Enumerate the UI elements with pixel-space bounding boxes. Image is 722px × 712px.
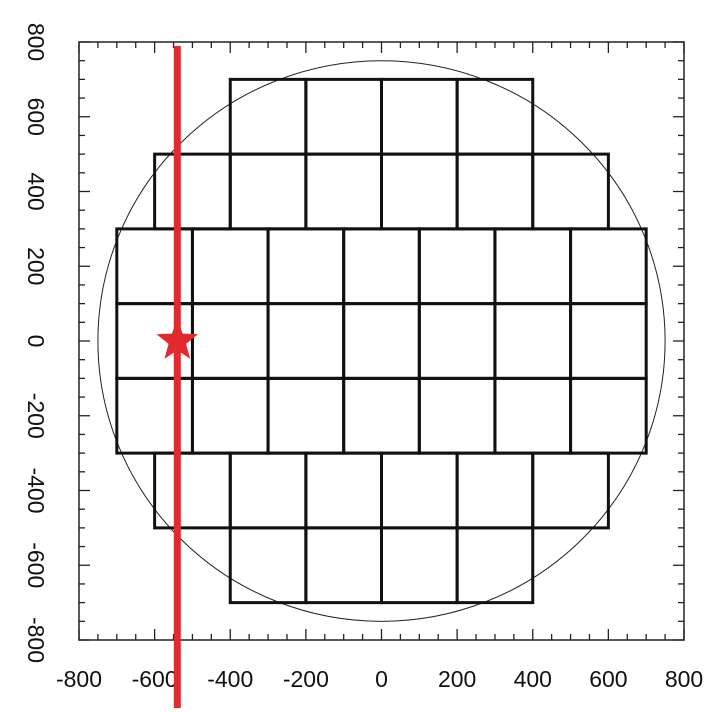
detector-cell — [569, 376, 648, 455]
detector-cell — [455, 77, 535, 156]
y-tick-label: 200 — [23, 247, 49, 285]
detector-cell — [417, 302, 497, 380]
x-tick-label: 400 — [514, 666, 552, 692]
detector-cell — [304, 152, 383, 231]
x-axis-tick-labels: -800 -600 -400 -200 0 200 400 600 800 — [56, 666, 703, 692]
detector-cell — [266, 376, 346, 455]
axis-ticks — [78, 41, 685, 641]
x-tick-label: 800 — [665, 666, 703, 692]
detector-cell — [153, 451, 232, 530]
detector-cell — [569, 227, 648, 306]
detector-cell — [115, 376, 194, 455]
x-tick-label: -400 — [207, 666, 253, 692]
y-axis-tick-labels: -800 -600 -400 -200 0 200 400 600 800 — [23, 23, 49, 663]
y-tick-label: 0 — [23, 335, 49, 348]
x-tick-label: 600 — [589, 666, 627, 692]
detector-cell — [115, 227, 194, 306]
star-marker — [156, 319, 199, 359]
x-tick-label: -600 — [132, 666, 178, 692]
field-of-view-circle — [97, 60, 666, 622]
detector-cell — [493, 302, 573, 380]
x-tick-label: -200 — [283, 666, 329, 692]
focal-plane-circle-layer — [97, 60, 666, 622]
detector-cell — [304, 451, 383, 530]
detector-cell — [380, 77, 459, 156]
detector-cell — [342, 376, 421, 455]
y-tick-label: -400 — [23, 467, 49, 513]
y-tick-label: -200 — [23, 393, 49, 439]
x-tick-label: 200 — [438, 666, 476, 692]
detector-cell — [380, 152, 459, 231]
y-tick-label: 800 — [23, 23, 49, 61]
detector-cell — [455, 451, 535, 530]
detector-cell — [455, 152, 535, 231]
detector-cell — [455, 526, 535, 605]
detector-cell — [266, 227, 346, 306]
detector-cell — [569, 302, 648, 380]
detector-cell — [228, 152, 308, 231]
x-tick-label: 0 — [375, 666, 388, 692]
detector-cell — [228, 526, 308, 605]
y-tick-label: 600 — [23, 98, 49, 136]
detector-cell — [380, 451, 459, 530]
detector-cell — [266, 302, 346, 380]
y-tick-label: -800 — [23, 617, 49, 663]
y-tick-label: -600 — [23, 542, 49, 588]
detector-cell — [531, 152, 610, 231]
detector-cell — [153, 152, 232, 231]
detector-grid — [115, 77, 648, 605]
detector-cell — [190, 227, 270, 306]
y-tick-label: 400 — [23, 172, 49, 210]
detector-cell — [493, 376, 573, 455]
x-tick-label: -800 — [56, 666, 102, 692]
detector-cell — [417, 227, 497, 306]
detector-cell — [190, 302, 270, 380]
detector-cell — [228, 77, 308, 156]
overlay-layer — [156, 46, 199, 708]
detector-cell — [342, 227, 421, 306]
detector-cell — [342, 302, 421, 380]
detector-cell — [380, 526, 459, 605]
detector-cell — [493, 227, 573, 306]
detector-cell — [190, 376, 270, 455]
detector-cell — [228, 451, 308, 530]
detector-cell — [531, 451, 610, 530]
detector-cell — [304, 526, 383, 605]
detector-cell — [304, 77, 383, 156]
detector-cell — [417, 376, 497, 455]
